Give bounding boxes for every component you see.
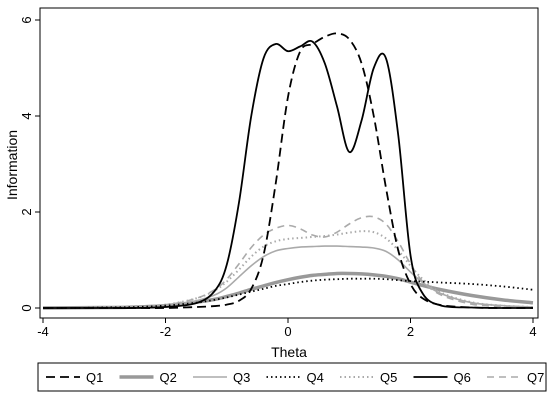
y-tick-label: 0 bbox=[19, 304, 34, 311]
legend-label-q3: Q3 bbox=[233, 370, 250, 385]
y-axis-label: Information bbox=[4, 130, 20, 200]
series-line-q4 bbox=[42, 277, 534, 309]
y-tick-label: 6 bbox=[19, 16, 34, 23]
legend-box bbox=[37, 362, 547, 392]
y-tick-label: 2 bbox=[19, 208, 34, 215]
x-tick-label: 0 bbox=[284, 324, 291, 339]
series-line-q7 bbox=[42, 215, 534, 309]
y-tick-label: 4 bbox=[19, 112, 34, 119]
legend-label-q5: Q5 bbox=[380, 370, 397, 385]
series-line-q3 bbox=[42, 245, 534, 309]
legend-label-q1: Q1 bbox=[86, 370, 103, 385]
legend: Q1 Q2 Q3 Q4 Q5 Q6 Q7 bbox=[37, 362, 547, 392]
legend-label-q4: Q4 bbox=[307, 370, 324, 385]
legend-label-q7: Q7 bbox=[527, 370, 544, 385]
x-axis-label: Theta bbox=[271, 344, 307, 360]
x-tick-label: 4 bbox=[529, 324, 536, 339]
series-line-q1 bbox=[42, 32, 534, 309]
x-tick-label: -4 bbox=[37, 324, 49, 339]
legend-label-q6: Q6 bbox=[454, 370, 471, 385]
x-tick-label: -2 bbox=[160, 324, 172, 339]
plot-area bbox=[42, 32, 534, 310]
plot-frame bbox=[39, 7, 539, 319]
x-tick-label: 2 bbox=[407, 324, 414, 339]
series-line-q5 bbox=[42, 230, 534, 310]
series-line-q6 bbox=[42, 40, 534, 309]
series-line-q2 bbox=[42, 271, 534, 310]
legend-label-q2: Q2 bbox=[160, 370, 177, 385]
axes: -4 -2 0 2 4 0 2 4 6 bbox=[19, 7, 539, 339]
